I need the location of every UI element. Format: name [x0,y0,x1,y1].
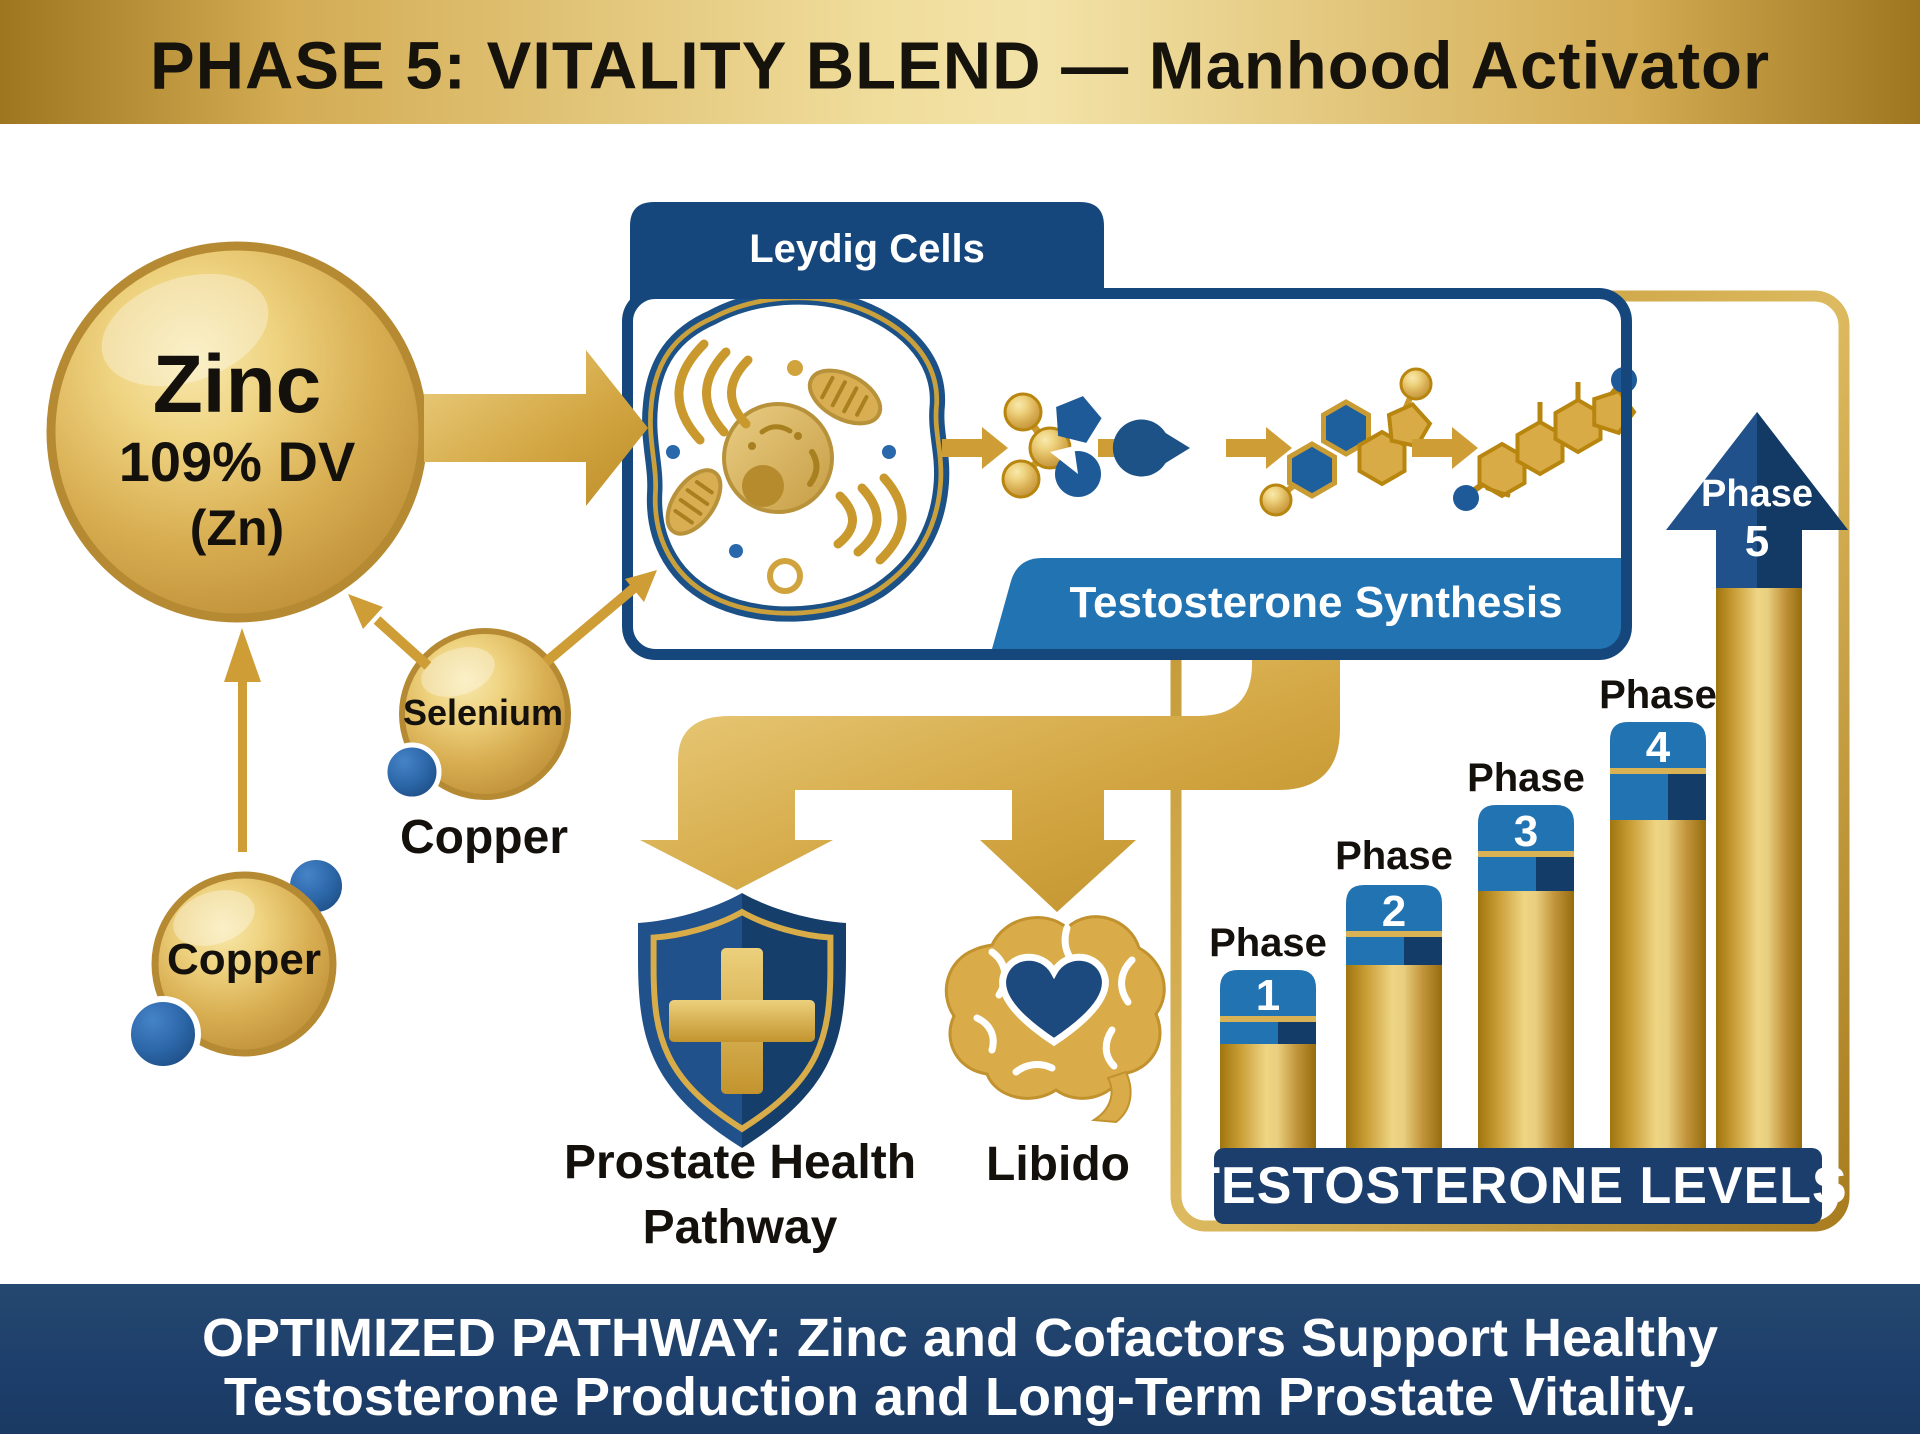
bar-phase-5-arrow [1666,412,1848,1170]
prostate-label-line2: Pathway [642,1201,838,1254]
brain-heart-icon [944,915,1166,1124]
zinc-symbol: (Zn) [189,500,285,556]
zinc-node [46,241,428,623]
phase-1-number: 1 [1255,971,1281,1020]
prostate-label-line1: Prostate Health [563,1136,917,1189]
bar-phase-4 [1610,722,1706,1170]
libido-label: Libido [986,1138,1130,1191]
phase-3-number: 3 [1513,807,1539,856]
leydig-tab-label: Leydig Cells [749,227,985,271]
title-banner [0,0,1920,124]
chart-title: TESTOSTERONE LEVELS [1188,1157,1848,1215]
shield-cross-icon [638,893,846,1148]
chart-title-banner [1214,1148,1822,1224]
zinc-to-leydig-arrow [424,350,648,506]
copper-circle-label: Copper [167,935,321,984]
synthesis-banner-label: Testosterone Synthesis [1069,578,1563,627]
bar-phase-3 [1478,805,1574,1170]
leydig-cell-icon [642,289,950,622]
phase-5-number: 5 [1744,517,1770,566]
copper-node [125,854,348,1072]
leydig-box-border [622,288,1632,660]
phase-1-label: Phase [1209,921,1327,965]
leydig-tab [630,202,1104,300]
zinc-daily-value: 109% DV [118,430,356,493]
selenium-node [382,628,571,802]
phase-5-label: Phase [1701,473,1813,515]
zinc-name: Zinc [152,339,322,430]
bar-phase-2 [1346,885,1442,1170]
pacman-enzyme-icon [1112,419,1190,477]
phase-2-label: Phase [1335,834,1453,878]
copper-label-under-selenium: Copper [400,811,568,864]
phase-4-label: Phase [1599,673,1717,717]
copper-blue-dot-bottom [125,996,201,1072]
pathway-pipe-arrows [640,652,1340,912]
cholesterol-cluster-icon [1001,390,1106,499]
selenium-blue-dot [382,742,442,802]
synthesis-banner [992,558,1621,649]
phase-2-number: 2 [1381,887,1407,936]
footer-line2: Testosterone Production and Long-Term Pr… [223,1367,1697,1427]
footer-line1: OPTIMIZED PATHWAY: Zinc and Cofactors Su… [201,1308,1719,1368]
cofactor-arrows [224,570,657,852]
leydig-box [622,202,1641,660]
page-title: PHASE 5: VITALITY BLEND — Manhood Activa… [149,28,1771,104]
bar-phase-1 [1220,970,1316,1170]
steroid-molecule-a-icon [1259,367,1436,517]
phase-3-label: Phase [1467,756,1585,800]
phase-4-number: 4 [1645,723,1671,772]
testosterone-chart [1170,290,1850,1232]
selenium-label: Selenium [402,692,564,733]
footer-banner [0,1284,1920,1434]
